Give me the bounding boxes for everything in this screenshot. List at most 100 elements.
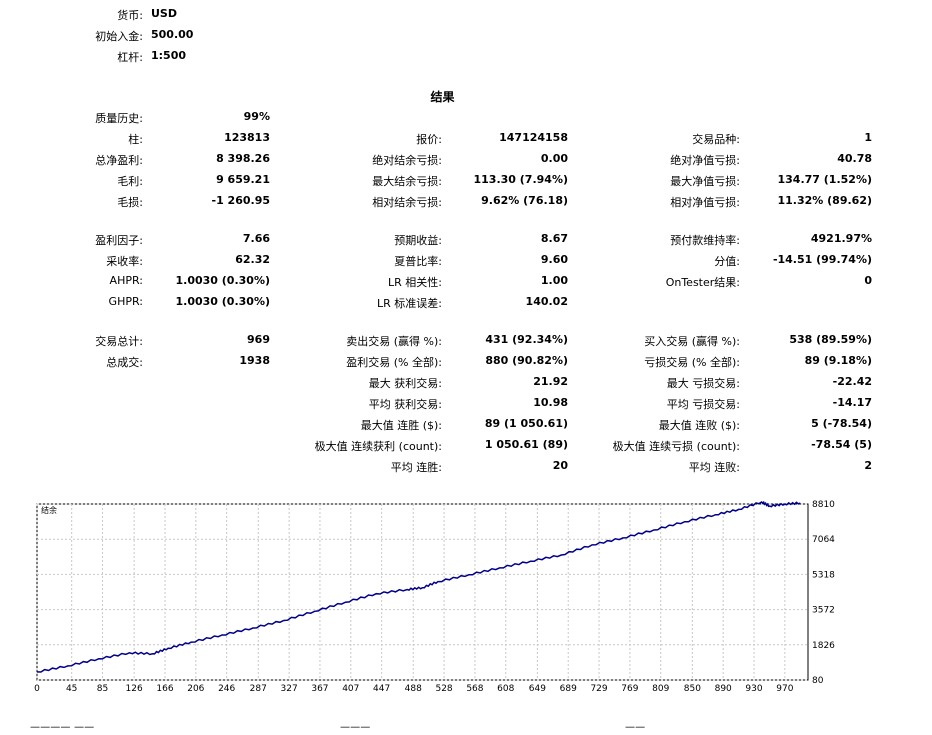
- stat-label: 交易总计:: [95, 335, 143, 348]
- stat-value: 89 (1 050.61): [484, 417, 568, 430]
- y-tick-label: 80: [812, 676, 824, 686]
- y-tick-label: 7064: [812, 535, 835, 545]
- stat-value: -14.17: [832, 396, 872, 409]
- stat-value: 113.30 (7.94%): [473, 173, 569, 186]
- stat-value: -22.42: [832, 375, 872, 388]
- x-tick-label: 206: [187, 684, 204, 694]
- stat-label: 预期收益:: [394, 234, 442, 247]
- x-tick-label: 126: [126, 684, 143, 694]
- stat-value: 5 (-78.54): [811, 417, 872, 430]
- x-tick-label: 488: [405, 684, 422, 694]
- stat-value: 9.60: [540, 253, 568, 266]
- x-tick-label: 45: [66, 684, 77, 694]
- x-tick-label: 0: [34, 684, 40, 694]
- stat-value: 123813: [224, 131, 270, 144]
- x-tick-label: 890: [715, 684, 732, 694]
- x-tick-label: 246: [218, 684, 235, 694]
- initial-deposit-label: 初始入金:: [95, 30, 143, 43]
- y-tick-label: 5318: [812, 570, 835, 580]
- x-tick-label: 689: [560, 684, 577, 694]
- stat-value: 2: [864, 459, 872, 472]
- stat-value: 0.00: [540, 152, 568, 165]
- chart-title: 结余: [41, 505, 57, 515]
- stat-value: 89 (9.18%): [804, 354, 872, 367]
- x-tick-label: 769: [621, 684, 638, 694]
- stat-label: 相对净值亏损:: [670, 196, 740, 209]
- stat-label: LR 相关性:: [388, 276, 442, 289]
- stat-label: 相对结余亏损:: [372, 196, 442, 209]
- stat-label: 最大值 连胜 ($):: [360, 419, 442, 432]
- x-tick-label: 850: [684, 684, 701, 694]
- x-axis: 0 45 85 126 166 206 246 287 327 367 407 447 488 528 56…: [34, 684, 794, 694]
- stat-label: 采收率:: [106, 255, 143, 268]
- stat-label: 亏损交易 (% 全部):: [644, 356, 740, 369]
- stat-value: 431 (92.34%): [485, 333, 568, 346]
- stat-label: 总成交:: [106, 356, 143, 369]
- stat-value: 1938: [239, 354, 270, 367]
- stat-value: 9 659.21: [216, 173, 270, 186]
- x-tick-label: 568: [466, 684, 483, 694]
- stat-value: 147124158: [499, 131, 568, 144]
- stat-label: 盈利因子:: [95, 234, 143, 247]
- stat-value: 99%: [243, 110, 270, 123]
- stat-label: 极大值 连续获利 (count):: [314, 440, 442, 453]
- stat-label: 最大值 连败 ($):: [658, 419, 740, 432]
- leverage-label: 杠杆:: [117, 51, 143, 64]
- stat-label: 最大 获利交易:: [368, 377, 442, 390]
- stat-label: 平均 连胜:: [390, 461, 442, 474]
- stat-label: 分值:: [714, 255, 740, 268]
- x-tick-label: 809: [652, 684, 669, 694]
- stat-label: 总净盈利:: [95, 154, 143, 167]
- stat-label: AHPR:: [109, 274, 143, 287]
- stat-value: 1.0030 (0.30%): [175, 295, 271, 308]
- cutoff-text: ᅳᅳᅳ: [340, 721, 371, 734]
- y-tick-label: 1826: [812, 641, 835, 651]
- stat-value: 140.02: [525, 295, 568, 308]
- stat-value: 1.0030 (0.30%): [175, 274, 271, 287]
- stat-value: 538 (89.59%): [789, 333, 872, 346]
- stat-label: GHPR:: [108, 295, 143, 308]
- stat-label: 毛损:: [117, 196, 143, 209]
- currency-value: USD: [151, 7, 177, 20]
- x-tick-label: 85: [97, 684, 108, 694]
- stat-label: 柱:: [128, 133, 143, 146]
- stat-value: 1: [864, 131, 872, 144]
- stat-label: 报价:: [416, 133, 442, 146]
- stat-value: 21.92: [533, 375, 568, 388]
- stat-label: 交易品种:: [692, 133, 740, 146]
- stat-label: OnTester结果:: [665, 276, 740, 289]
- stat-label: 平均 连败:: [688, 461, 740, 474]
- x-tick-label: 649: [529, 684, 546, 694]
- stat-value: 40.78: [837, 152, 872, 165]
- y-tick-label: 8810: [812, 500, 835, 510]
- x-tick-label: 367: [311, 684, 328, 694]
- stat-value: 7.66: [242, 232, 270, 245]
- stat-label: 最大结余亏损:: [372, 175, 442, 188]
- results-section-title: 结果: [430, 90, 455, 104]
- stat-value: -1 260.95: [211, 194, 271, 207]
- stat-value: -14.51 (99.74%): [772, 253, 872, 266]
- stat-value: 8.67: [540, 232, 568, 245]
- balance-line: [36, 500, 801, 673]
- stat-label: 平均 亏损交易:: [666, 398, 740, 411]
- y-axis: 80 1826 3572 5318 7064 8810: [812, 500, 835, 686]
- stat-label: 夏普比率:: [394, 255, 442, 268]
- chart-grid: [36, 503, 808, 681]
- x-tick-label: 930: [745, 684, 762, 694]
- stat-label: 盈利交易 (% 全部):: [346, 356, 442, 369]
- stat-label: 毛利:: [117, 175, 143, 188]
- y-tick-label: 3572: [812, 606, 835, 616]
- stat-value: 62.32: [235, 253, 270, 266]
- stat-value: 1.00: [540, 274, 568, 287]
- stat-label: 买入交易 (赢得 %):: [644, 335, 740, 348]
- stat-label: LR 标准误差:: [377, 297, 442, 310]
- stat-value: 8 398.26: [216, 152, 270, 165]
- stat-value: 880 (90.82%): [485, 354, 568, 367]
- x-tick-label: 447: [373, 684, 390, 694]
- stat-label: 最大 亏损交易:: [666, 377, 740, 390]
- cutoff-text: ᅳᅳᅳᅳ ᅳᅳ: [30, 721, 95, 734]
- initial-deposit-value: 500.00: [151, 28, 194, 41]
- currency-label: 货币:: [117, 9, 143, 22]
- stat-label: 平均 获利交易:: [368, 398, 442, 411]
